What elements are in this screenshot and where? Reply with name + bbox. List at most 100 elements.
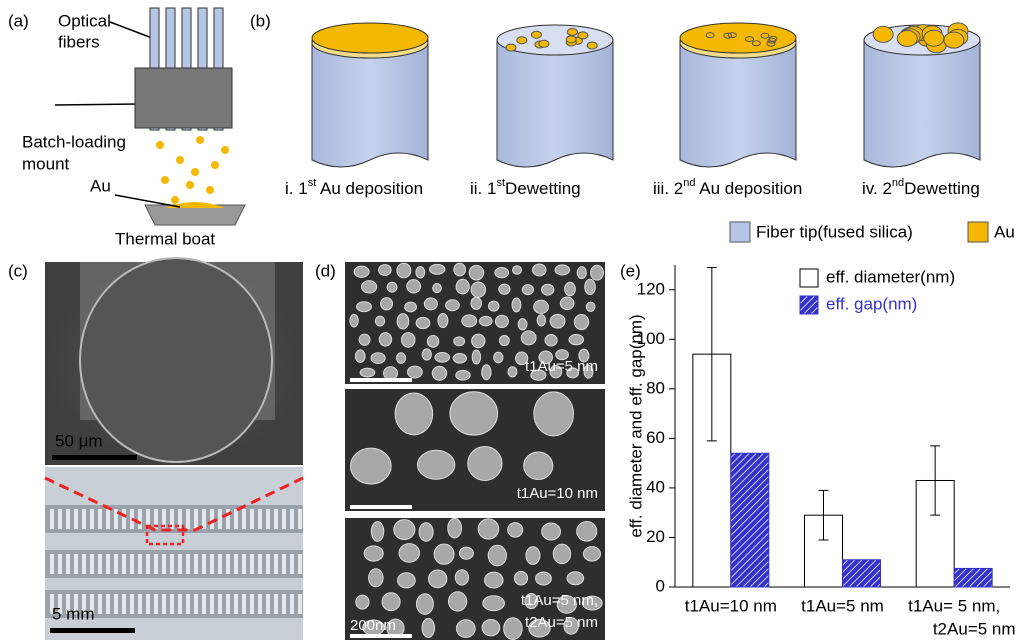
- x-tick-label: t1Au=5 nm: [801, 596, 884, 615]
- panel-label: (d): [315, 261, 336, 280]
- label: Au: [90, 176, 111, 195]
- fiber-end: [186, 509, 190, 529]
- image-label: t2Au=5 nm: [525, 614, 598, 631]
- particle: [455, 570, 468, 585]
- fiber-end: [170, 594, 174, 614]
- fiber-end: [282, 509, 286, 529]
- particle: [375, 316, 384, 326]
- particle: [488, 545, 506, 566]
- au-island: [539, 40, 549, 47]
- particle: [472, 334, 485, 348]
- fiber-end: [290, 594, 294, 614]
- fiber-end: [218, 594, 222, 614]
- particle: [536, 572, 552, 585]
- fiber-end: [162, 554, 166, 574]
- fiber-end: [90, 554, 94, 574]
- fiber-end: [194, 509, 198, 529]
- particle: [429, 570, 447, 588]
- particle: [356, 595, 369, 609]
- particle: [350, 314, 358, 327]
- fiber-end: [202, 509, 206, 529]
- fiber-tip: [680, 40, 796, 167]
- legend-label: eff. diameter(nm): [826, 267, 955, 286]
- fiber-end: [274, 554, 278, 574]
- fiber-end: [106, 594, 110, 614]
- particle: [522, 285, 533, 295]
- fiber-end: [98, 554, 102, 574]
- particle: [379, 333, 391, 346]
- panel-b: (b) Fiber tip(fused silica) Au i. 1st Au…: [250, 11, 1015, 242]
- particle: [454, 263, 466, 276]
- label: Thermal boat: [115, 229, 215, 248]
- particle: [499, 284, 510, 294]
- particle: [479, 316, 492, 326]
- particle: [471, 282, 485, 297]
- particle: [448, 518, 462, 538]
- fiber-end: [226, 594, 230, 614]
- fiber-tip: [497, 40, 613, 167]
- particle: [456, 279, 469, 294]
- particle: [537, 315, 545, 326]
- panel-a: (a) Optical fibers Batch-loading mount A…: [8, 8, 245, 248]
- particle: [407, 280, 421, 293]
- particle: [357, 302, 372, 312]
- particle: [387, 282, 397, 292]
- particle: [446, 300, 460, 311]
- fiber-end: [178, 594, 182, 614]
- y-tick-label: 20: [646, 527, 665, 546]
- au-island: [506, 44, 516, 51]
- particle: [371, 353, 385, 364]
- particle: [435, 352, 450, 362]
- fiber-end: [266, 594, 270, 614]
- particle: [524, 452, 553, 480]
- particle: [534, 392, 574, 436]
- x-tick-label: t2Au=5 nm: [933, 619, 1016, 638]
- particle: [574, 314, 588, 329]
- fiber-end: [210, 509, 214, 529]
- particle: [508, 523, 523, 538]
- scale-label: 50 μm: [55, 431, 103, 450]
- mount: [135, 68, 232, 128]
- particle: [453, 353, 466, 363]
- particle: [591, 265, 604, 280]
- fiber-end: [50, 554, 54, 574]
- fiber-end: [194, 554, 198, 574]
- particle: [407, 366, 422, 378]
- caption-text: iv. 2: [862, 179, 892, 198]
- au-film: [680, 23, 796, 53]
- particle: [577, 521, 597, 541]
- fiber-end: [226, 554, 230, 574]
- particle: [468, 447, 502, 481]
- particle: [416, 594, 433, 615]
- particle: [384, 367, 398, 380]
- fiber-end: [258, 509, 262, 529]
- particle: [521, 331, 536, 345]
- scale-bar: [350, 505, 412, 509]
- bar: [954, 568, 992, 587]
- fiber-end: [146, 554, 150, 574]
- particle: [583, 547, 600, 561]
- legend-swatch: [800, 296, 818, 314]
- caption-text: ii. 1: [470, 179, 496, 198]
- fiber-end: [66, 509, 70, 529]
- fiber-end: [138, 509, 142, 529]
- particle: [499, 336, 509, 346]
- particle: [371, 522, 383, 542]
- label: mount: [22, 154, 70, 173]
- particle: [397, 314, 409, 329]
- fiber-end: [154, 554, 158, 574]
- fiber-rows: [45, 505, 303, 618]
- particle: [405, 302, 417, 312]
- fiber-end: [218, 509, 222, 529]
- fiber-end: [210, 594, 214, 614]
- au-island: [944, 32, 964, 48]
- fiber-end: [234, 509, 238, 529]
- particle: [542, 284, 554, 295]
- particle: [422, 618, 434, 637]
- particle: [419, 523, 433, 541]
- fiber-end: [58, 509, 62, 529]
- pointer: [110, 22, 152, 38]
- fiber-end: [274, 594, 278, 614]
- caption-text: i. 1: [285, 179, 308, 198]
- fiber-end: [114, 509, 118, 529]
